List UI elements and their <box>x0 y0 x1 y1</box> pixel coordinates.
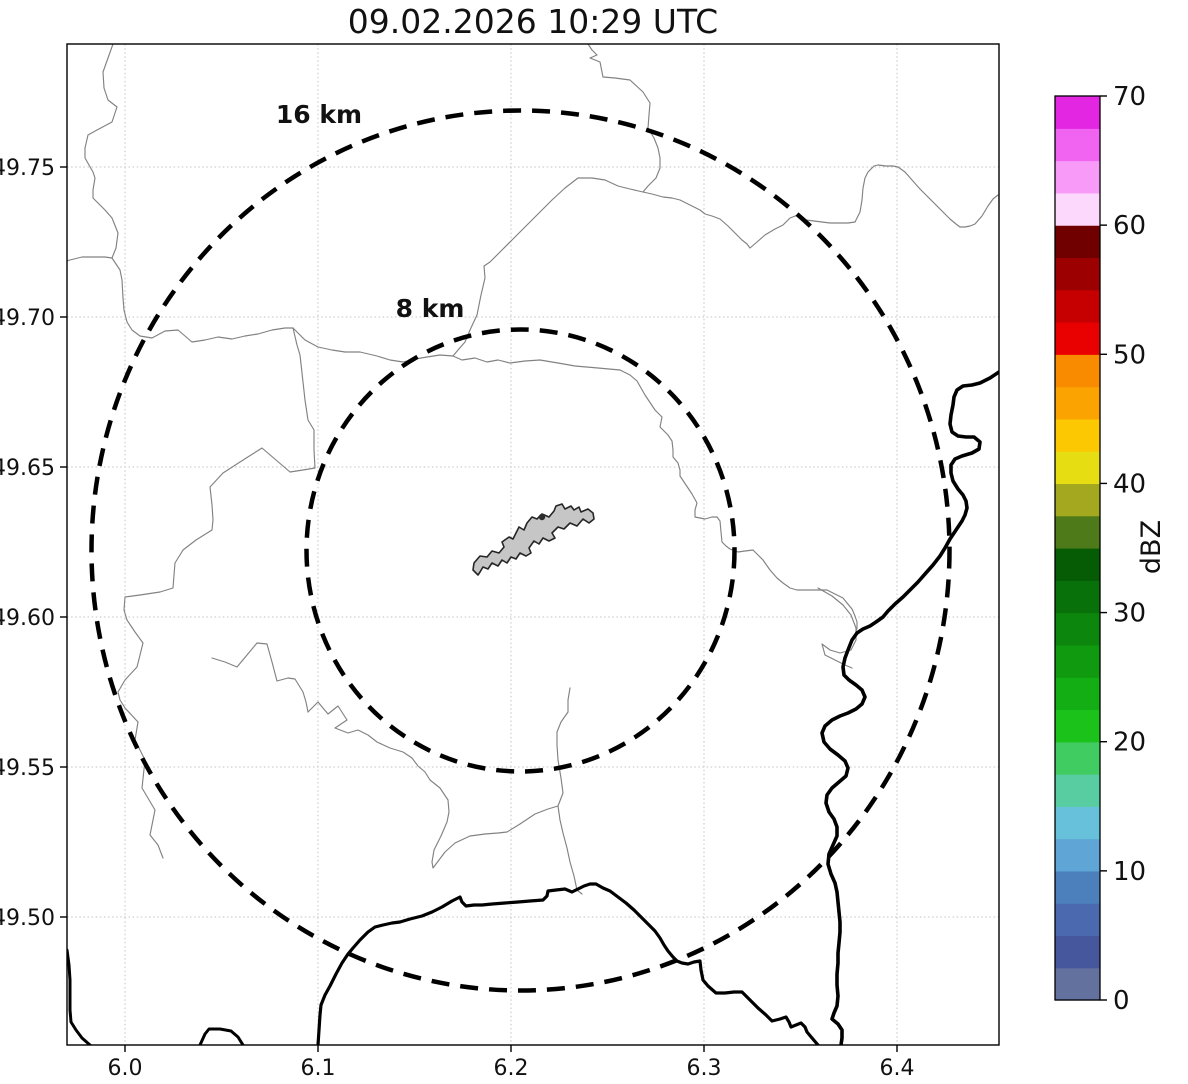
colorbar-segment <box>1055 386 1100 420</box>
colorbar-segment <box>1055 225 1100 259</box>
colorbar-segment <box>1055 548 1100 581</box>
colorbar-tick-label: 70 <box>1113 82 1146 112</box>
admin-border-line <box>642 164 999 249</box>
colorbar-segment <box>1055 935 1100 969</box>
colorbar-segment <box>1055 160 1100 194</box>
x-tick-label: 6.0 <box>108 1056 143 1081</box>
admin-border-line <box>211 642 309 713</box>
colorbar-segment <box>1055 515 1100 549</box>
colorbar-tick-label: 10 <box>1113 857 1146 887</box>
country-border-south <box>316 882 820 1045</box>
colorbar-tick-label: 30 <box>1113 599 1146 629</box>
y-tick-label: 49.55 <box>0 756 55 781</box>
x-tick-label: 6.2 <box>494 1056 529 1081</box>
admin-border-line <box>67 256 113 262</box>
colorbar-segment <box>1055 709 1100 743</box>
colorbar-segment <box>1055 257 1100 291</box>
admin-border-line <box>111 257 294 343</box>
colorbar-segment <box>1055 806 1100 840</box>
colorbar-segment <box>1055 644 1100 678</box>
figure-title: 09.02.2026 10:29 UTC <box>348 2 718 41</box>
y-tick-label: 49.75 <box>0 156 55 181</box>
country-border-southwest <box>67 948 92 1045</box>
plot-frame <box>66 43 1000 1046</box>
colorbar-tick-label: 50 <box>1113 340 1146 370</box>
axes: 6.0 6.1 6.2 6.3 6.4 49.75 49.70 49.65 49.60 49.55… <box>0 156 915 1081</box>
colorbar-segment <box>1055 870 1100 904</box>
admin-border-line <box>117 327 316 859</box>
admin-border-line <box>817 587 857 669</box>
colorbar-tick-label: 40 <box>1113 469 1146 499</box>
colorbar-segment <box>1055 128 1100 162</box>
range-ring-16km <box>89 108 952 993</box>
colorbar-segment <box>1055 903 1100 937</box>
colorbar-segment <box>1055 838 1100 872</box>
colorbar-outline <box>1054 95 1101 1001</box>
admin-border-line <box>307 701 559 869</box>
colorbar-segment <box>1055 96 1100 129</box>
admin-border-line <box>619 369 858 642</box>
colorbar-segment <box>1055 483 1100 517</box>
range-ring-16km-label: 16 km <box>276 100 362 129</box>
colorbar: 0 10 20 30 40 50 60 70 <box>1054 82 1146 1016</box>
x-tick-label: 6.1 <box>301 1056 336 1081</box>
admin-borders <box>67 44 999 895</box>
y-tick-label: 49.65 <box>0 456 55 481</box>
x-tick-label: 6.3 <box>687 1056 722 1081</box>
admin-border-line <box>452 177 644 357</box>
colorbar-segment <box>1055 192 1100 226</box>
colorbar-segment <box>1055 677 1100 711</box>
colorbar-segment <box>1055 451 1100 485</box>
y-tick-label: 49.70 <box>0 306 55 331</box>
colorbar-segment <box>1055 612 1100 646</box>
gridlines <box>67 44 999 1045</box>
colorbar-segment <box>1055 774 1100 807</box>
country-borders <box>67 370 999 1045</box>
colorbar-tick-label: 0 <box>1113 986 1130 1016</box>
colorbar-segment <box>1055 354 1100 388</box>
x-tick-label: 6.4 <box>880 1056 915 1081</box>
country-border-southwest-bump <box>198 1027 245 1045</box>
city-area-polygon <box>472 503 595 576</box>
colorbar-segment <box>1055 580 1100 614</box>
colorbar-tick-label: 60 <box>1113 211 1146 241</box>
admin-border-line <box>452 355 621 371</box>
colorbar-tick-label: 20 <box>1113 728 1146 758</box>
colorbar-segment <box>1055 322 1100 355</box>
y-tick-label: 49.60 <box>0 606 55 631</box>
admin-border-line <box>292 327 454 363</box>
y-tick-label: 49.50 <box>0 906 55 931</box>
colorbar-segment <box>1055 741 1100 775</box>
colorbar-segment <box>1055 289 1100 323</box>
admin-border-line <box>556 687 583 895</box>
admin-border-line <box>84 44 119 259</box>
colorbar-axis-label: dBZ <box>1136 520 1167 574</box>
range-ring-8km-label: 8 km <box>396 294 465 323</box>
colorbar-segment <box>1055 418 1100 452</box>
radar-site-marker <box>538 513 546 521</box>
country-border-river <box>820 370 999 1045</box>
map-content <box>67 44 999 1045</box>
admin-border-line <box>587 44 661 193</box>
range-ring-8km <box>304 327 737 774</box>
colorbar-segment <box>1055 967 1100 1001</box>
